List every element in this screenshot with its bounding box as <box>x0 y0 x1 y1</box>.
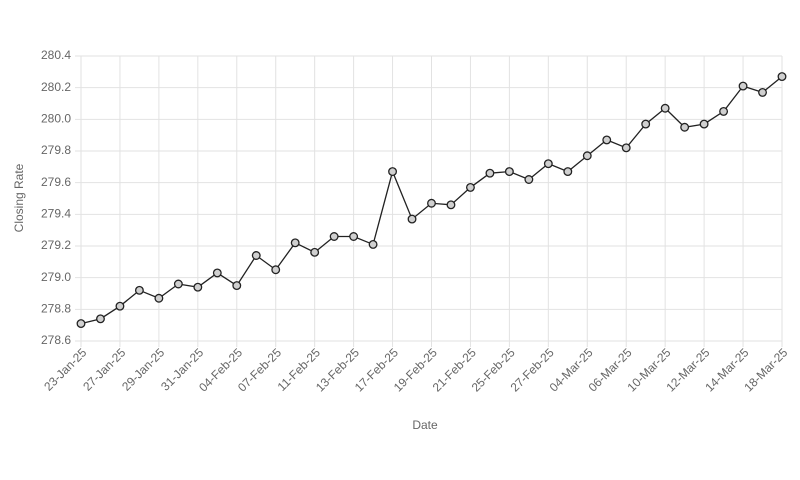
point <box>758 87 767 97</box>
y-tick-label: 279.2 <box>41 238 71 252</box>
point <box>134 285 144 295</box>
y-tick-label: 279.0 <box>41 270 71 284</box>
point <box>76 319 86 329</box>
point <box>738 81 748 91</box>
y-tick-label: 279.6 <box>41 175 71 189</box>
point <box>349 232 359 241</box>
x-axis-title: Date <box>412 418 438 432</box>
point <box>777 72 787 82</box>
point <box>641 119 651 129</box>
point <box>446 200 456 210</box>
point <box>485 168 495 178</box>
point <box>504 167 514 177</box>
y-tick-label: 280.0 <box>41 112 71 126</box>
y-axis-title: Closing Rate <box>12 163 26 232</box>
point <box>173 279 183 289</box>
point <box>582 151 592 161</box>
point <box>427 198 436 208</box>
point <box>465 182 475 192</box>
point <box>368 239 378 249</box>
point <box>96 314 105 324</box>
point <box>115 301 125 311</box>
point <box>621 143 631 153</box>
y-tick-label: 280.4 <box>41 48 71 62</box>
point <box>232 281 242 291</box>
point <box>271 265 281 275</box>
point <box>290 238 300 248</box>
point <box>388 167 398 177</box>
y-tick-label: 278.8 <box>41 302 71 316</box>
point <box>310 247 320 257</box>
point <box>329 232 339 241</box>
point <box>543 159 553 169</box>
point <box>563 167 573 177</box>
y-tick-label: 278.6 <box>41 333 71 347</box>
x-tick-label: 18-Mar-25 <box>741 345 790 394</box>
point <box>251 251 261 260</box>
point <box>719 106 729 116</box>
point <box>660 103 670 113</box>
point <box>602 135 612 145</box>
point <box>212 268 222 278</box>
y-tick-label: 280.2 <box>41 80 71 94</box>
y-tick-label: 279.4 <box>41 207 71 221</box>
y-tick-label: 279.8 <box>41 143 71 157</box>
point <box>680 122 690 132</box>
point <box>193 282 203 292</box>
point <box>524 175 534 184</box>
point <box>154 293 164 303</box>
point <box>407 214 417 224</box>
point <box>699 119 709 129</box>
